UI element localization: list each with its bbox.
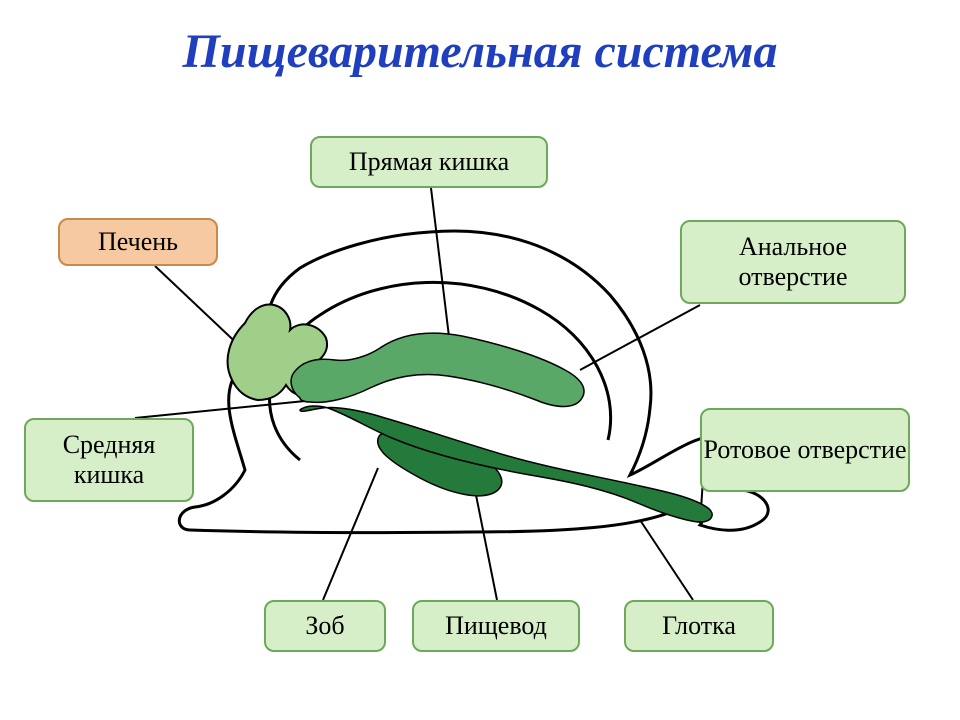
label-anus-text: Анальное отверстие	[682, 232, 904, 292]
label-pharynx-text: Глотка	[662, 611, 736, 641]
label-liver-text: Печень	[98, 227, 178, 257]
label-esophagus: Пищевод	[412, 600, 580, 652]
label-liver: Печень	[58, 218, 218, 266]
label-esophagus-text: Пищевод	[445, 611, 547, 641]
label-mouth-text: Ротовое отверстие	[704, 435, 907, 465]
label-midgut-text: Средняя кишка	[26, 430, 192, 490]
label-mouth: Ротовое отверстие	[700, 408, 910, 492]
label-anus: Анальное отверстие	[680, 220, 906, 304]
label-rectum: Прямая кишка	[310, 136, 548, 188]
label-midgut: Средняя кишка	[24, 418, 194, 502]
label-crop: Зоб	[264, 600, 386, 652]
label-crop-text: Зоб	[305, 611, 344, 641]
label-pharynx: Глотка	[624, 600, 774, 652]
label-rectum-text: Прямая кишка	[349, 147, 509, 177]
